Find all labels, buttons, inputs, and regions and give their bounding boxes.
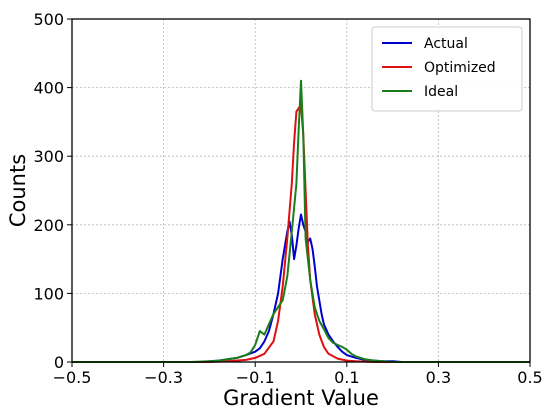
x-tick-label: −0.3	[144, 368, 183, 387]
x-tick-label: 0.5	[517, 368, 542, 387]
y-tick-label: 200	[33, 216, 64, 235]
y-tick-label: 300	[33, 147, 64, 166]
series-line-optimized	[72, 103, 530, 363]
legend-label-actual: Actual	[424, 36, 468, 52]
y-tick-label: 100	[33, 284, 64, 303]
x-tick-label: 0.3	[426, 368, 451, 387]
legend-label-ideal: Ideal	[424, 84, 458, 100]
x-axis-title: Gradient Value	[223, 386, 379, 410]
plot-frame	[71, 18, 531, 363]
x-tick-label: −0.1	[236, 368, 275, 387]
x-tick-label: 0.1	[334, 368, 359, 387]
y-tick-label: 0	[54, 353, 64, 372]
series-lines	[72, 79, 530, 363]
legend: Actual Optimized Ideal	[371, 26, 523, 112]
y-tick-label: 500	[33, 10, 64, 29]
series-line-ideal	[72, 79, 530, 363]
series-line-actual	[72, 213, 530, 363]
y-axis-title: Counts	[6, 154, 30, 227]
y-tick-label: 400	[33, 79, 64, 98]
x-tick-label: −0.5	[53, 368, 92, 387]
axis-ticks: −0.5 −0.3 −0.1 0.1 0.3 0.5 0 100 200 300 400 500	[33, 10, 542, 387]
legend-label-optimized: Optimized	[424, 60, 496, 76]
